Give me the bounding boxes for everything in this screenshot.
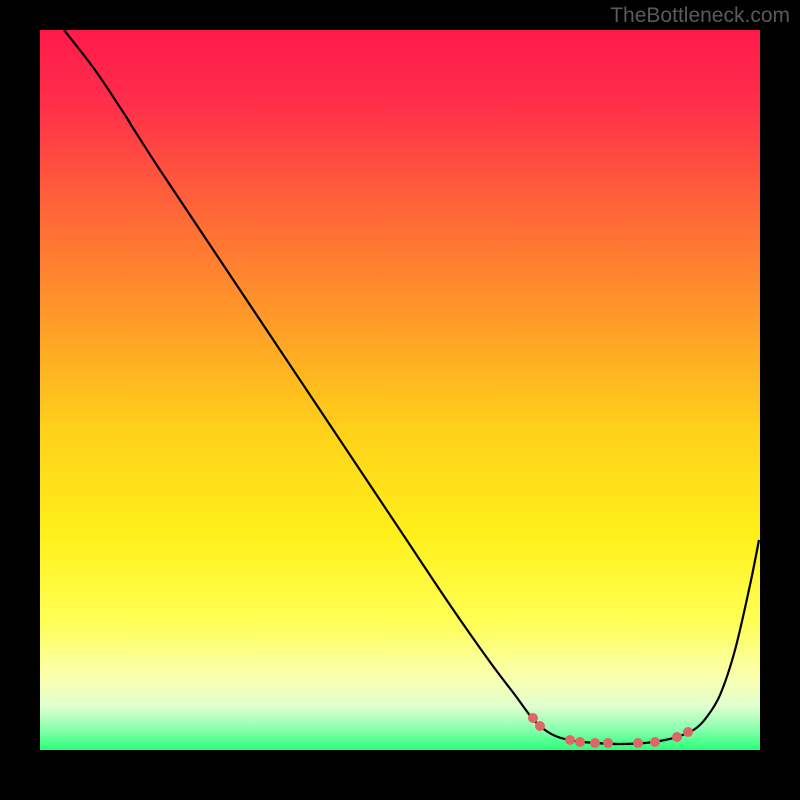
bottleneck-curve — [64, 30, 759, 744]
curve-marker — [575, 737, 585, 747]
marker-group — [528, 713, 693, 748]
curve-marker — [565, 735, 575, 745]
curve-marker — [672, 732, 682, 742]
curve-marker — [590, 738, 600, 748]
curve-marker — [603, 738, 613, 748]
curve-marker — [633, 738, 643, 748]
chart-plot-area — [40, 30, 760, 750]
curve-marker — [528, 713, 538, 723]
curve-marker — [650, 737, 660, 747]
watermark-text: TheBottleneck.com — [610, 4, 790, 28]
curve-layer — [40, 30, 760, 750]
curve-marker — [683, 727, 693, 737]
curve-marker — [535, 721, 545, 731]
